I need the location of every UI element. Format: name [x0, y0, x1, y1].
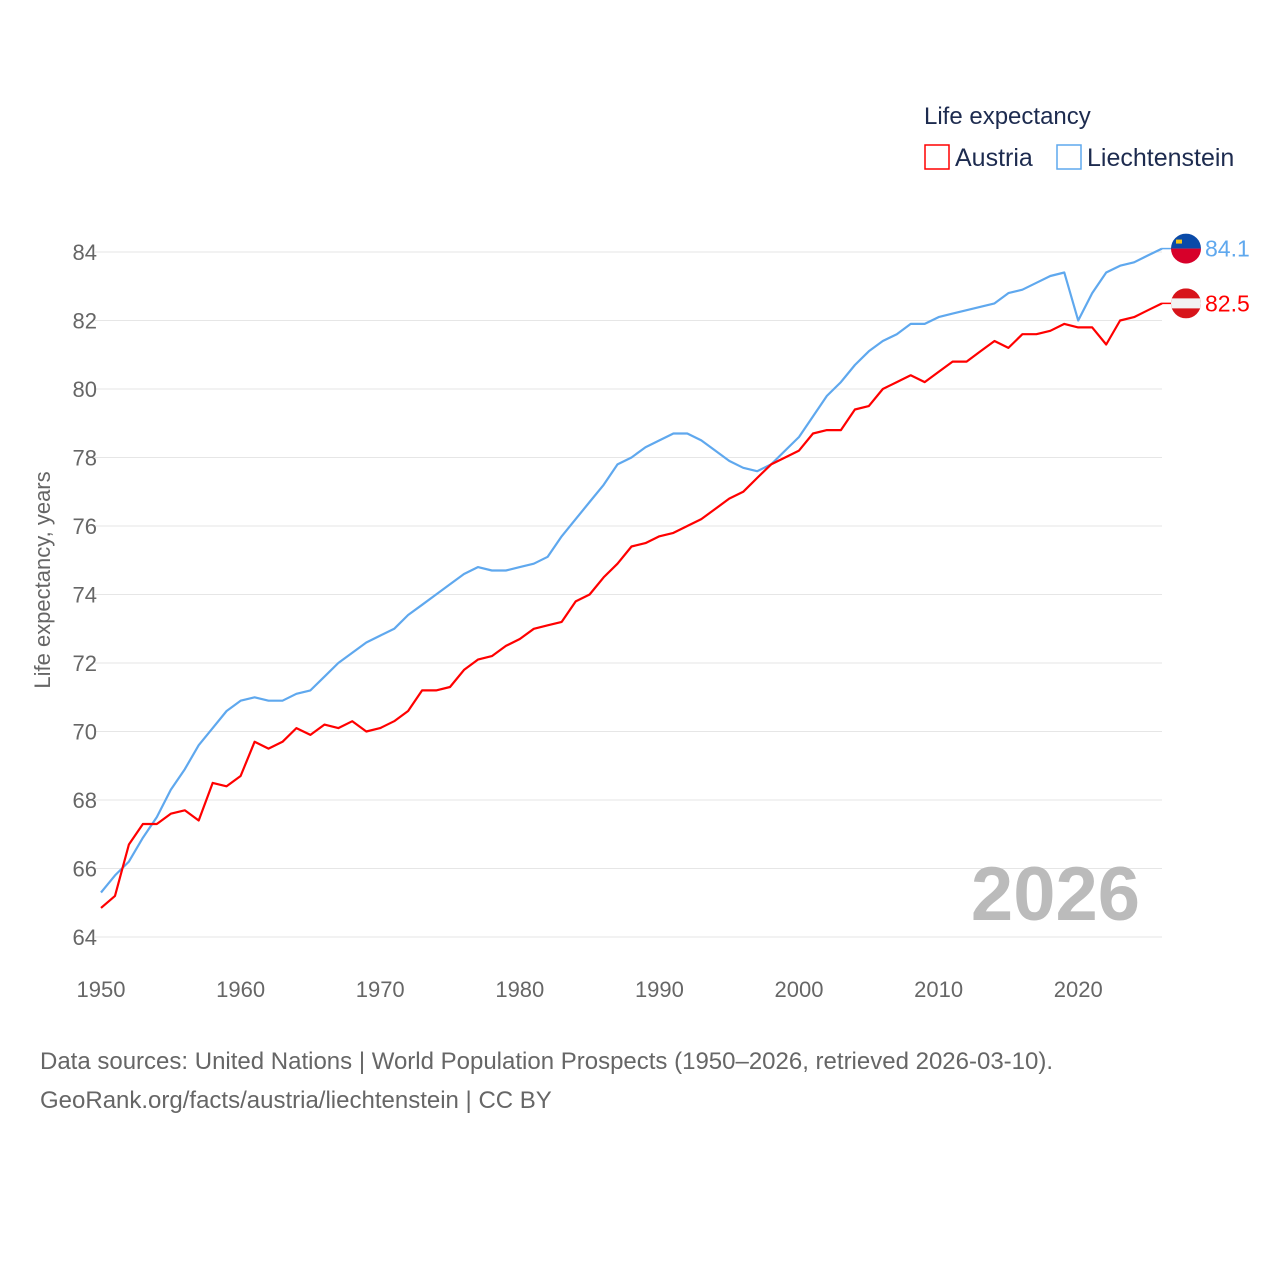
y-tick-label: 76 [73, 514, 97, 539]
x-tick-label: 1950 [77, 977, 126, 1002]
legend-title: Life expectancy [924, 103, 1091, 130]
legend-label-austria: Austria [955, 144, 1033, 172]
end-value-austria: 82.5 [1205, 290, 1250, 316]
y-tick-label: 82 [73, 309, 97, 334]
year-watermark: 2026 [971, 852, 1140, 937]
gridlines [95, 251, 1162, 938]
footer-sources: Data sources: United Nations | World Pop… [40, 1048, 1053, 1075]
x-tick-label: 1960 [216, 977, 265, 1002]
y-tick-label: 74 [73, 583, 97, 608]
flag-austria-icon [1171, 288, 1201, 319]
series-line-austria [100, 302, 1163, 909]
end-labels: 84.1 82.5 [1162, 233, 1250, 319]
x-tick-label: 1990 [635, 977, 684, 1002]
x-tick-label: 2010 [914, 977, 963, 1002]
series-line-liechtenstein [100, 247, 1163, 894]
end-value-liechtenstein: 84.1 [1205, 236, 1250, 262]
y-tick-label: 72 [73, 651, 97, 676]
footer-attribution[interactable]: GeoRank.org/facts/austria/liechtenstein … [40, 1087, 552, 1114]
legend-swatch-austria [924, 144, 950, 170]
y-tick-label: 84 [73, 240, 97, 265]
y-tick-label: 64 [73, 925, 97, 950]
y-tick-label: 80 [73, 377, 97, 402]
legend-swatch-liechtenstein [1056, 144, 1082, 170]
y-tick-label: 66 [73, 857, 97, 882]
x-axis-ticks: 1950 1960 1970 1980 1990 2000 2010 2020 [77, 977, 1103, 1002]
legend-item-austria[interactable]: Austria [924, 144, 1033, 172]
y-tick-label: 70 [73, 720, 97, 745]
y-tick-label: 68 [73, 788, 97, 813]
x-tick-label: 2000 [775, 977, 824, 1002]
y-axis-label: Life expectancy, years [30, 471, 55, 688]
series-lines [100, 247, 1163, 909]
y-axis-ticks: 64 66 68 70 72 74 76 78 80 82 84 [73, 240, 97, 950]
x-tick-label: 1970 [356, 977, 405, 1002]
legend: Life expectancy Austria Liechtenstein [924, 103, 1234, 172]
legend-item-liechtenstein[interactable]: Liechtenstein [1056, 144, 1234, 172]
x-tick-label: 1980 [495, 977, 544, 1002]
x-tick-label: 2020 [1054, 977, 1103, 1002]
y-tick-label: 78 [73, 446, 97, 471]
flag-liechtenstein-icon [1171, 233, 1201, 264]
legend-label-liechtenstein: Liechtenstein [1087, 144, 1234, 172]
